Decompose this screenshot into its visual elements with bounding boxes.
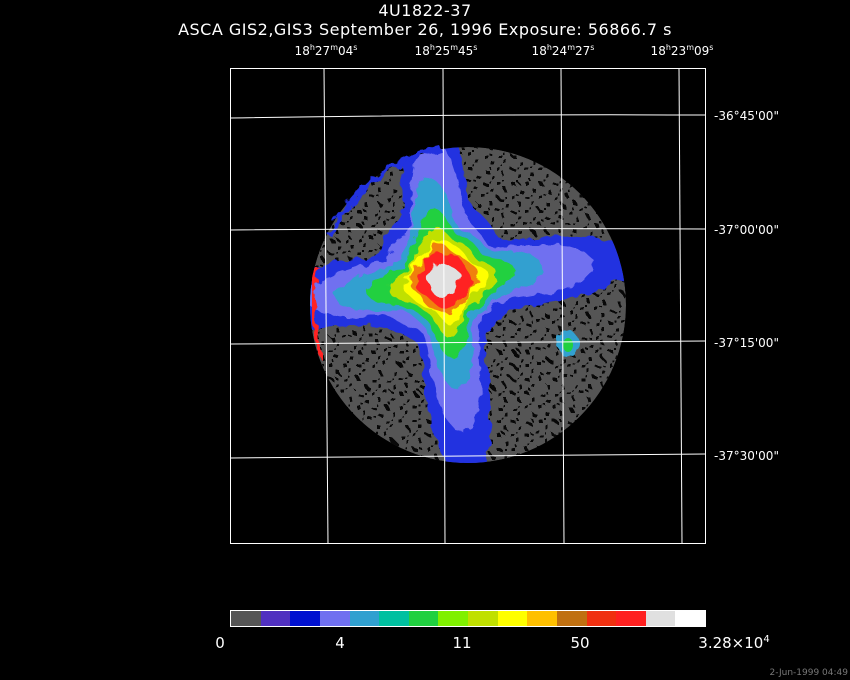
ra-gridline (560, 68, 565, 544)
ra-tick-label: 18h27m04s (294, 43, 358, 59)
colorbar-segment (586, 611, 617, 626)
ra-tick-label: 18h25m45s (414, 43, 478, 59)
colorbar-segment (645, 611, 676, 626)
colorbar (230, 610, 706, 627)
dec-gridline (230, 453, 706, 459)
colorbar-segment (497, 611, 528, 626)
xray-image-frame (230, 68, 706, 544)
dec-gridline (230, 340, 706, 345)
ra-tick-label: 18h24m27s (531, 43, 595, 59)
colorbar-label: 4 (335, 634, 345, 652)
colorbar-label: 11 (452, 634, 472, 652)
colorbar-segment (231, 611, 261, 626)
colorbar-segment (408, 611, 439, 626)
colorbar-segment (438, 611, 468, 626)
colorbar-segment (616, 611, 646, 626)
colorbar-segment (349, 611, 380, 626)
dec-tick-label: -37°30'00" (714, 449, 779, 463)
secondary-source-inner (563, 338, 573, 352)
colorbar-segment (260, 611, 291, 626)
image-subtitle: ASCA GIS2,GIS3 September 26, 1996 Exposu… (178, 20, 672, 39)
colorbar-segment (527, 611, 557, 626)
colorbar-segment (379, 611, 409, 626)
xray-emission (310, 145, 626, 463)
dec-gridline (230, 228, 706, 231)
ra-gridline (442, 68, 446, 544)
timestamp: 2-Jun-1999 04:49 (769, 668, 849, 678)
colorbar-label: 50 (570, 634, 590, 652)
colorbar-segment (290, 611, 320, 626)
dec-tick-label: -37°00'00" (714, 223, 779, 237)
coordinate-grid (230, 68, 706, 544)
detector-rim-edge-left (311, 267, 324, 359)
colorbar-label: 3.28×104 (698, 634, 770, 652)
colorbar-segment (468, 611, 498, 626)
dec-tick-label: -37°15'00" (714, 336, 779, 350)
detector-rim-edge (327, 145, 441, 238)
colorbar-label: 0 (215, 634, 225, 652)
dec-tick-label: -36°45'00" (714, 109, 779, 123)
colorbar-segment (556, 611, 587, 626)
ra-tick-label: 18h23m09s (650, 43, 714, 59)
image-title: 4U1822-37 (378, 1, 472, 20)
colorbar-segment (319, 611, 350, 626)
colorbar-segment (675, 611, 705, 626)
ra-gridline (323, 68, 329, 544)
ra-gridline (678, 68, 683, 544)
dec-gridline (230, 114, 706, 119)
